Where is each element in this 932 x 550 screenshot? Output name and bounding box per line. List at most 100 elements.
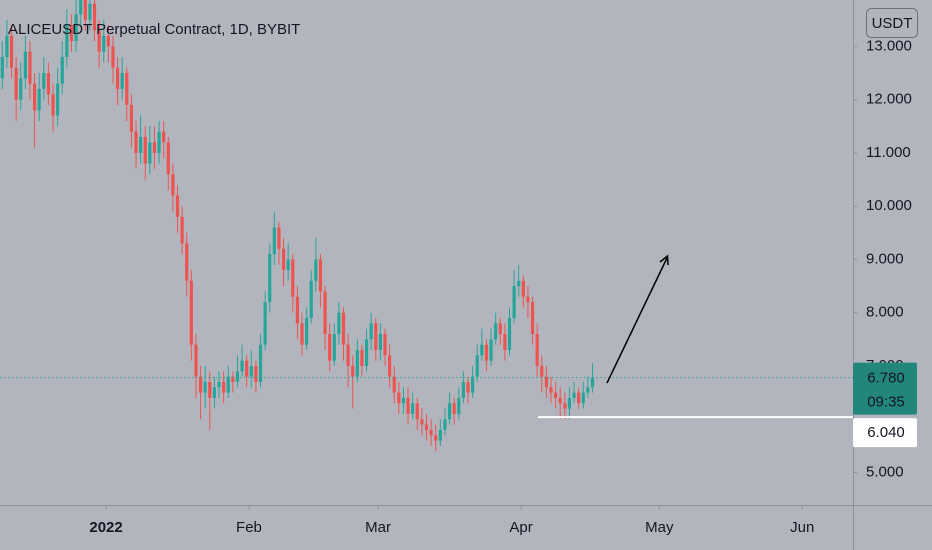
y-tick-label: 5.000 — [866, 463, 904, 480]
candle-body — [300, 323, 304, 345]
candle-body — [586, 387, 590, 393]
candle-body — [420, 419, 424, 425]
chart-title: ALICEUSDT Perpetual Contract, 1D, BYBIT — [8, 21, 300, 38]
candle-body — [544, 376, 548, 388]
candle-body — [88, 3, 92, 20]
candle-body — [198, 376, 203, 393]
candle-body — [111, 46, 115, 68]
last-price-tag — [853, 362, 917, 415]
support-label: 6.040 — [867, 424, 905, 441]
candle-body — [189, 280, 193, 345]
candle-body — [217, 381, 221, 388]
candle-body — [175, 195, 180, 217]
candle-body — [56, 83, 60, 116]
candle-body — [314, 259, 318, 281]
support-tag — [853, 418, 917, 448]
candle-body — [397, 392, 401, 404]
x-tick-label: 2022 — [89, 519, 122, 536]
candle-body — [341, 312, 346, 345]
candle-body — [208, 381, 212, 398]
candle-body — [254, 365, 258, 382]
candle-body — [171, 174, 175, 196]
x-tick-label: Mar — [365, 519, 391, 536]
candle-body — [563, 403, 567, 409]
candle-body — [226, 376, 230, 393]
candle-body — [51, 94, 55, 116]
candle-body — [129, 104, 134, 132]
y-tick-label: 8.000 — [866, 304, 904, 321]
candle-body — [567, 397, 572, 409]
candle-body — [9, 35, 14, 68]
currency-button[interactable] — [866, 8, 918, 38]
candle-body — [392, 376, 396, 393]
candle-body — [152, 142, 157, 153]
candle-body — [452, 403, 456, 414]
candle-body — [517, 280, 521, 287]
candle-body — [572, 392, 576, 398]
candle-body — [203, 381, 207, 393]
x-tick-label: Apr — [509, 519, 532, 536]
candle-body — [32, 83, 37, 111]
candle-body — [530, 302, 535, 335]
candle-body — [318, 259, 323, 292]
candle-body — [507, 318, 512, 350]
arrow-line — [606, 257, 668, 384]
candle-body — [328, 334, 332, 361]
candle-body — [406, 397, 410, 414]
candle-body — [577, 392, 581, 404]
candle-body — [37, 88, 41, 111]
candle-body — [526, 296, 530, 303]
candle-body — [590, 377, 595, 388]
y-tick-label: 9.000 — [866, 250, 904, 267]
candle-body — [411, 403, 415, 414]
candle-body — [19, 78, 23, 100]
candle-body — [461, 381, 465, 398]
y-tick-label: 10.000 — [866, 197, 912, 214]
candle-body — [97, 30, 101, 52]
candle-body — [332, 334, 336, 361]
candle-body — [378, 334, 382, 350]
candle-body — [558, 397, 562, 404]
candle-body — [212, 387, 217, 398]
candle-body — [180, 216, 184, 244]
candle-body — [581, 392, 585, 404]
candle-body — [74, 14, 78, 42]
candle-body — [475, 355, 479, 377]
candle-body — [346, 344, 350, 366]
candle-body — [305, 318, 309, 345]
candle-body — [360, 349, 364, 366]
candle-body — [415, 403, 419, 420]
candle-body — [5, 35, 9, 57]
candle-body — [424, 424, 429, 430]
candle-body — [498, 323, 502, 335]
candle-body — [457, 397, 461, 414]
currency-label[interactable]: USDT — [872, 15, 913, 32]
candle-body — [323, 291, 327, 335]
candle-body — [364, 339, 369, 366]
candle-body — [194, 344, 198, 377]
candle-body — [268, 254, 272, 303]
candle-body — [540, 365, 544, 377]
candle-body — [60, 56, 64, 84]
x-tick-label: May — [645, 519, 674, 536]
candle-body — [291, 259, 295, 297]
candle-body — [429, 429, 433, 436]
candle-body — [69, 25, 74, 42]
candle-body — [157, 131, 161, 153]
candle-body — [120, 72, 124, 89]
candle-body — [134, 131, 138, 153]
candle-body — [139, 136, 143, 153]
candle-body — [28, 51, 32, 84]
candle-body — [369, 323, 373, 340]
candle-body — [554, 392, 558, 398]
candle-body — [374, 323, 378, 350]
candle-body — [480, 344, 484, 356]
candle-body — [240, 360, 244, 372]
candle-body — [83, 0, 87, 20]
candle-body — [23, 51, 27, 79]
candle-body — [535, 334, 539, 366]
candle-body — [494, 323, 498, 340]
candle-body — [185, 243, 189, 281]
candle-body — [272, 227, 276, 255]
